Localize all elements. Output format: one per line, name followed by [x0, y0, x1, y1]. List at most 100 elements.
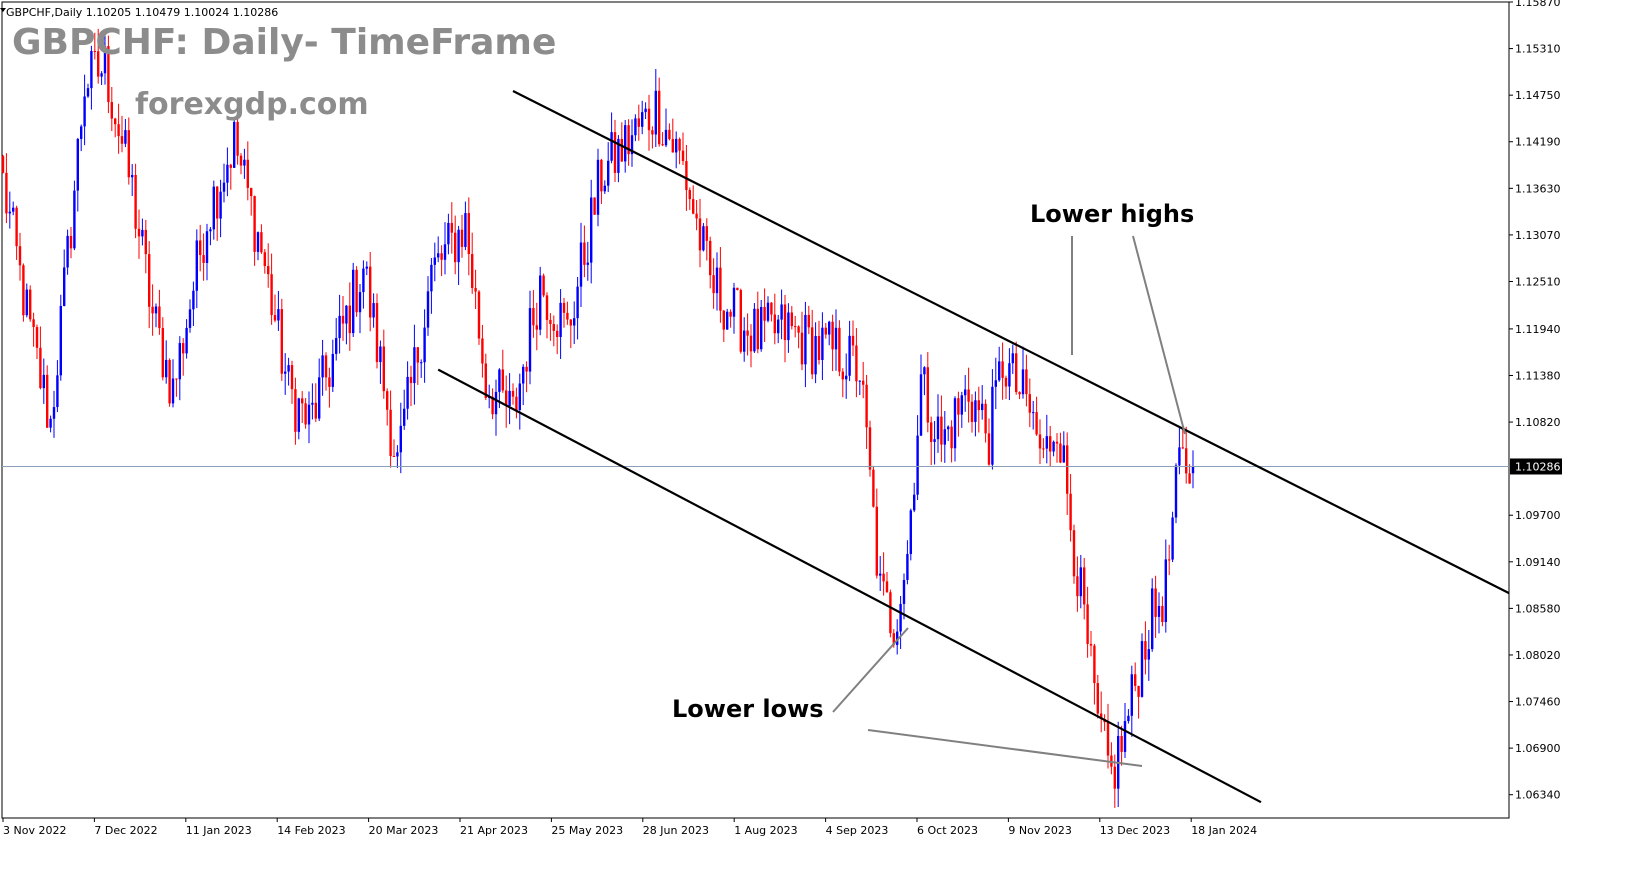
- candle-body: [848, 335, 851, 376]
- candle-body: [284, 371, 287, 374]
- candle-body: [175, 378, 178, 380]
- candle-body: [525, 366, 528, 372]
- chart-title: GBPCHF: Daily- TimeFrame: [12, 22, 556, 63]
- candle-body: [80, 126, 83, 139]
- plot-frame: [1, 1, 1510, 819]
- candle-body: [158, 306, 161, 329]
- candle-body: [124, 130, 127, 144]
- candle-body: [426, 291, 430, 328]
- candle-body: [1164, 559, 1167, 623]
- candle-body: [882, 573, 885, 582]
- candle-body: [324, 355, 328, 378]
- candle-body: [1052, 441, 1055, 452]
- candle-body: [518, 383, 521, 411]
- x-tick-label: 7 Dec 2022: [94, 824, 157, 837]
- candle-body: [624, 125, 627, 162]
- candle-body: [321, 355, 324, 378]
- candle-body: [1083, 567, 1086, 605]
- candle-body: [137, 228, 141, 237]
- candle-body: [267, 266, 270, 275]
- candle-body: [522, 366, 525, 384]
- candle-body: [331, 353, 334, 387]
- candle-body: [1079, 567, 1082, 597]
- y-tick-label: 1.11940: [1515, 323, 1561, 336]
- candle-body: [307, 404, 311, 425]
- candle-body: [433, 257, 436, 265]
- candle-body: [423, 327, 426, 363]
- candle-body: [1151, 588, 1154, 650]
- candle-body: [1154, 588, 1157, 617]
- candle-body: [246, 159, 249, 188]
- candle-body: [658, 90, 661, 145]
- candle-body: [25, 289, 28, 316]
- y-tick-label: 1.10820: [1515, 416, 1561, 429]
- candle-body: [559, 302, 562, 337]
- candle-body: [508, 390, 511, 406]
- y-tick-label: 1.15310: [1515, 43, 1561, 56]
- annotation-lower-lows: Lower lows: [672, 695, 824, 723]
- candle-body: [746, 330, 749, 336]
- candle-body: [692, 199, 695, 214]
- x-tick-label: 6 Oct 2023: [917, 824, 978, 837]
- candle-body: [889, 592, 892, 634]
- candle-body: [311, 402, 314, 405]
- current-price-label: 1.10286: [1515, 460, 1561, 473]
- y-tick-label: 1.09140: [1515, 556, 1561, 569]
- candle-body: [250, 187, 253, 197]
- x-tick-label: 14 Feb 2023: [277, 824, 345, 837]
- candle-body: [960, 395, 963, 415]
- x-tick-label: 9 Nov 2023: [1008, 824, 1071, 837]
- candle-body: [766, 302, 770, 321]
- candle-body: [1066, 445, 1069, 494]
- candle-body: [977, 400, 980, 411]
- candle-body: [817, 335, 821, 361]
- candle-body: [814, 335, 817, 375]
- candle-body: [797, 326, 800, 333]
- candle-body: [1188, 473, 1191, 484]
- candle-body: [90, 51, 93, 89]
- candle-body: [287, 365, 290, 372]
- candle-body: [477, 291, 481, 339]
- candle-body: [739, 290, 742, 352]
- candle-body: [1069, 493, 1072, 531]
- candle-body: [756, 308, 759, 350]
- candle-body: [760, 307, 763, 350]
- y-tick-label: 1.06900: [1515, 742, 1561, 755]
- candle-body: [668, 129, 671, 140]
- candle-body: [66, 235, 69, 268]
- texts: GBPCHF,Daily 1.10205 1.10479 1.10024 1.1…: [6, 6, 1194, 723]
- candle-body: [545, 295, 549, 320]
- candle-body: [1127, 715, 1130, 722]
- candle-body: [1045, 436, 1048, 449]
- x-tick-label: 11 Jan 2023: [186, 824, 252, 837]
- candle-body: [617, 138, 620, 173]
- y-tick-label: 1.15870: [1515, 0, 1561, 9]
- candle-body: [52, 407, 56, 419]
- candle-body: [348, 305, 351, 334]
- candle-body: [773, 314, 776, 334]
- candle-body: [178, 343, 181, 380]
- candle-body: [620, 138, 623, 162]
- candle-body: [171, 378, 175, 404]
- y-tick-label: 1.08020: [1515, 649, 1561, 662]
- candle-body: [923, 367, 926, 375]
- candle-body: [450, 222, 453, 233]
- candle-body: [443, 244, 447, 260]
- candle-body: [834, 327, 838, 350]
- candle-body: [556, 330, 559, 337]
- candle-body: [967, 389, 970, 402]
- candle-body: [409, 376, 413, 384]
- symbol-info: GBPCHF,Daily 1.10205 1.10479 1.10024 1.1…: [6, 6, 278, 19]
- candle-body: [185, 327, 188, 354]
- candle-body: [630, 135, 634, 155]
- candle-body: [865, 384, 868, 428]
- candle-body: [1191, 466, 1195, 474]
- candle-body: [498, 369, 501, 392]
- candle-body: [1062, 445, 1065, 463]
- candle-body: [885, 581, 889, 593]
- candle-body: [501, 369, 504, 391]
- candle-body: [56, 375, 59, 408]
- candle-body: [590, 197, 593, 263]
- trendline: [512, 90, 1509, 595]
